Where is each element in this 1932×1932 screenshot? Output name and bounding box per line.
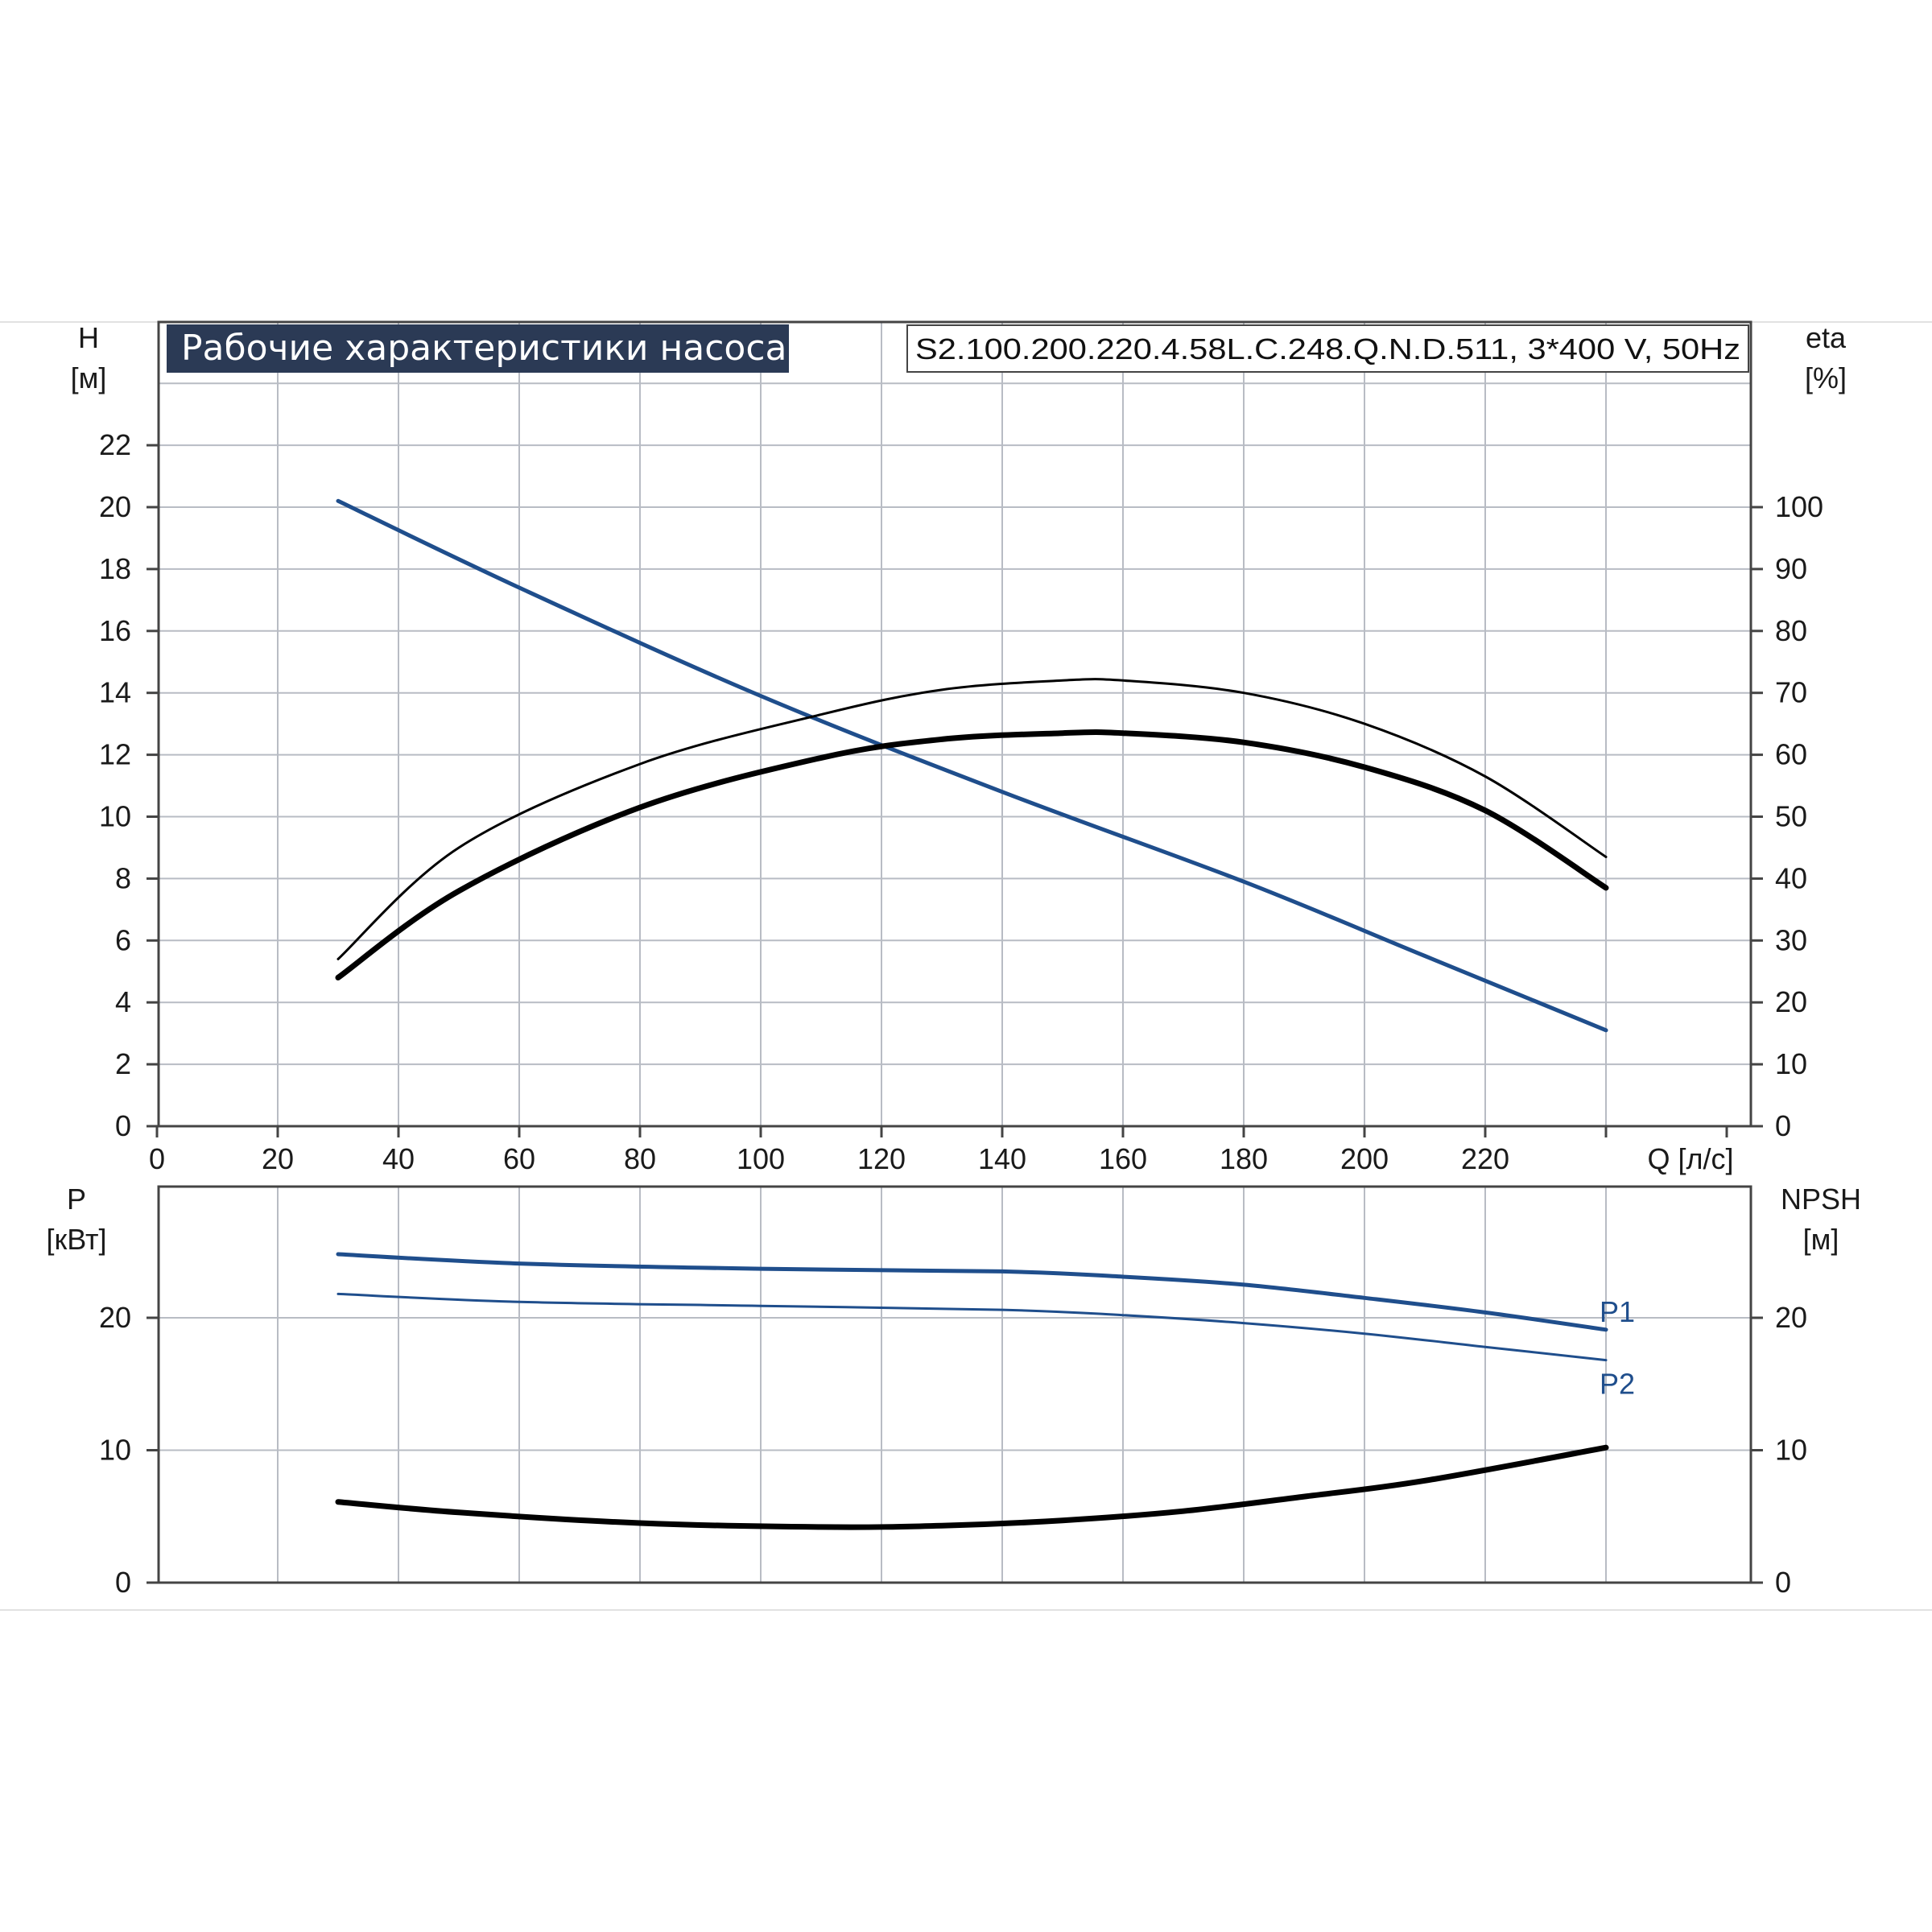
flow-tick-label: 160	[1099, 1142, 1147, 1175]
performance-panel: 0246810121416182022010203040506070809010…	[71, 320, 1847, 1175]
model-box	[906, 324, 1749, 373]
flow-tick-label: 120	[857, 1142, 906, 1175]
curve-p1	[336, 1252, 1608, 1332]
head-tick-label: 14	[99, 676, 131, 709]
power-plot-frame	[157, 1185, 1752, 1584]
npsh-tick-label: 10	[1775, 1434, 1807, 1467]
series-label-p2: P2	[1600, 1368, 1635, 1401]
head-tick-label: 4	[115, 985, 131, 1018]
power-curves: P1 P2	[335, 1252, 1635, 1530]
power-tick-label: 10	[99, 1434, 131, 1467]
efficiency-tick-label: 100	[1775, 490, 1823, 523]
efficiency-curve-2	[335, 729, 1609, 980]
flow-axis-label: Q [л/с]	[1647, 1142, 1733, 1175]
power-axis-label: P [кВт]	[46, 1183, 106, 1256]
efficiency-tick-label: 20	[1775, 985, 1807, 1018]
flow-tick-label: 140	[978, 1142, 1026, 1175]
flow-tick-label: 20	[262, 1142, 294, 1175]
flow-tick-label: 200	[1340, 1142, 1389, 1175]
flow-tick-label: 180	[1220, 1142, 1268, 1175]
title-box	[167, 324, 789, 373]
efficiency-tick-label: 50	[1775, 800, 1807, 833]
power-ticks: 0 10 20 0 10 20	[99, 1301, 1807, 1599]
head-tick-label: 10	[99, 800, 131, 833]
series-label-p1: P1	[1600, 1295, 1635, 1328]
head-tick-label: 18	[99, 552, 131, 585]
efficiency-tick-label: 60	[1775, 738, 1807, 771]
flow-tick-label: 100	[737, 1142, 785, 1175]
flow-tick-label: 80	[624, 1142, 656, 1175]
flow-tick-label: 0	[149, 1142, 165, 1175]
efficiency-tick-label: 70	[1775, 676, 1807, 709]
npsh-tick-label: 20	[1775, 1301, 1807, 1334]
performance-grid	[159, 322, 1751, 1126]
efficiency-tick-label: 0	[1775, 1109, 1791, 1142]
curve-p2	[336, 1292, 1608, 1362]
head-axis-label: H [м]	[71, 321, 107, 394]
head-curve	[336, 498, 1608, 1033]
flow-tick-label: 40	[382, 1142, 415, 1175]
flow-tick-label: 220	[1461, 1142, 1509, 1175]
chart-title: Рабочие характеристики насоса	[181, 328, 786, 369]
efficiency-tick-label: 80	[1775, 614, 1807, 647]
performance-ticks: 0246810121416182022010203040506070809010…	[99, 428, 1823, 1175]
head-tick-label: 2	[115, 1047, 131, 1080]
efficiency-tick-label: 40	[1775, 861, 1807, 894]
power-tick-label: 0	[115, 1566, 131, 1599]
efficiency-tick-label: 30	[1775, 923, 1807, 956]
efficiency-tick-label: 10	[1775, 1047, 1807, 1080]
head-tick-label: 0	[115, 1109, 131, 1142]
power-tick-label: 20	[99, 1301, 131, 1334]
model-label: S2.100.200.220.4.58L.C.248.Q.N.D.511, 3*…	[915, 332, 1740, 365]
performance-plot-frame	[157, 320, 1752, 1128]
efficiency-curve-1	[336, 678, 1608, 960]
npsh-tick-label: 0	[1775, 1566, 1791, 1599]
efficiency-axis-label: eta [%]	[1805, 321, 1847, 394]
head-tick-label: 6	[115, 923, 131, 956]
head-tick-label: 12	[99, 738, 131, 771]
head-tick-label: 8	[115, 861, 131, 894]
power-panel: 0 10 20 0 10 20 P1 P2 P [кВт] NPSH [м]	[46, 1183, 1861, 1599]
head-tick-label: 22	[99, 428, 131, 461]
head-tick-label: 20	[99, 490, 131, 523]
npsh-axis-label: NPSH [м]	[1781, 1183, 1861, 1256]
performance-curves	[335, 498, 1609, 1033]
head-tick-label: 16	[99, 614, 131, 647]
npsh-curve	[335, 1444, 1609, 1530]
flow-tick-label: 60	[503, 1142, 535, 1175]
efficiency-tick-label: 90	[1775, 552, 1807, 585]
